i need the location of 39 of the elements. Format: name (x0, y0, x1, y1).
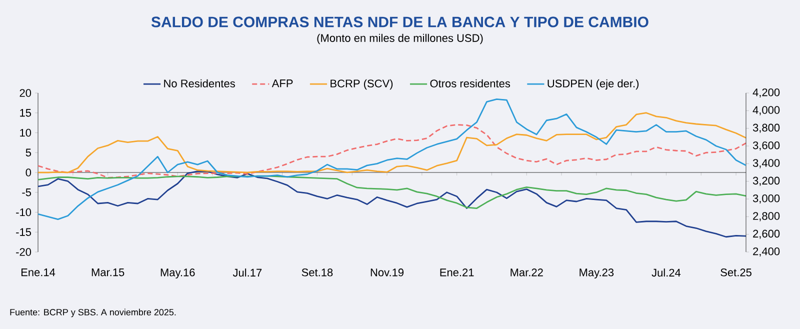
y2-tick-label: 4,200 (752, 88, 780, 98)
y2-tick-label: 4,000 (752, 106, 780, 116)
x-tick-label: Ene.21 (440, 268, 474, 276)
y2-tick-label: 2,600 (753, 230, 780, 239)
y2-tick-label: 3,200 (752, 176, 780, 186)
line-series (38, 170, 746, 238)
y2-tick-label: 2,400 (753, 247, 780, 257)
legend-label: Otros residentes (430, 79, 510, 88)
y-tick-label: 5 (26, 148, 32, 156)
x-tick-label: Mar.15 (92, 268, 124, 276)
y-tick-label: 10 (20, 128, 32, 137)
x-tick-label: Set.18 (302, 268, 333, 276)
y2-tick-label: 3,400 (752, 159, 780, 168)
y-tick-label: -10 (16, 208, 32, 216)
x-tick-label: May.23 (580, 268, 614, 278)
legend-label: AFP (272, 80, 293, 88)
y2-tick-label: 2,800 (753, 212, 780, 222)
x-tick-label: Nov.19 (370, 268, 404, 276)
y-tick-label: -20 (16, 248, 32, 256)
x-tick-label: Ene.14 (21, 268, 56, 276)
chart-subtitle: (Monto en miles de millones USD) (317, 34, 483, 44)
y2-tick-label: 3,600 (752, 141, 780, 151)
source-note: Fuente: BCRP y SBS. A noviembre 2025. (10, 308, 176, 318)
y-tick-label: 20 (20, 89, 32, 97)
y2-tick-label: 3,800 (752, 124, 780, 133)
y2-tick-label: 3,000 (752, 194, 780, 204)
x-tick-label: Mar.22 (510, 268, 543, 276)
y-tick-label: 15 (20, 109, 32, 117)
x-tick-label: Jul.24 (652, 268, 681, 277)
x-tick-label: Set.25 (720, 268, 752, 276)
legend-label: BCRP (SCV) (330, 79, 393, 90)
y-tick-label: -15 (16, 228, 32, 236)
y-tick-label: 0 (26, 168, 32, 176)
legend-label: USDPEN (eje der.) (548, 79, 639, 90)
chart-title: SALDO DE COMPRAS NETAS NDF DE LA BANCA Y TIPO DE CAMBIO (151, 16, 648, 28)
legend-label: No Residentes (164, 79, 235, 88)
x-tick-label: Jul.17 (232, 268, 262, 277)
y-tick-label: -5 (22, 188, 32, 196)
x-tick-label: May.16 (160, 268, 195, 278)
